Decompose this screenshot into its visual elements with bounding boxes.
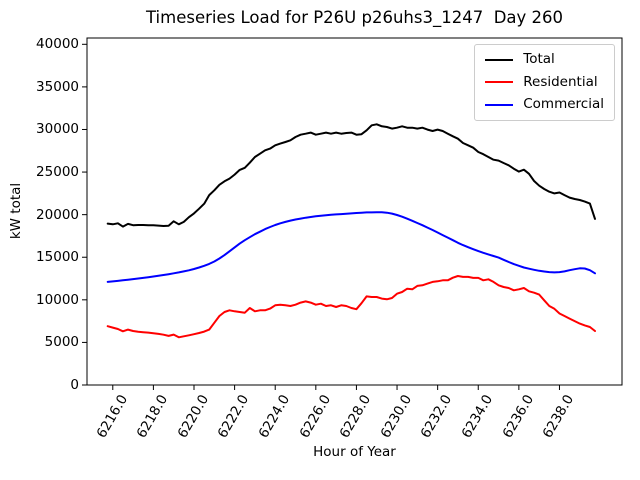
legend-entry-total: Total (485, 51, 604, 68)
residential-line-swatch (485, 81, 514, 84)
total-line-swatch (485, 58, 514, 61)
series-line-commercial (106, 211, 596, 283)
plot-border (86, 37, 623, 386)
legend-label-residential: Residential (523, 73, 598, 90)
legend-label-commercial: Commercial (523, 96, 604, 113)
legend-entry-commercial: Commercial (485, 97, 604, 113)
chart-title: Timeseries Load for P26U p26uhs3_1247 Da… (145, 8, 564, 27)
legend-entry-residential: Residential (485, 73, 604, 91)
legend: Total Residential Commercial (474, 44, 615, 121)
legend-label-total: Total (523, 51, 555, 67)
series-line-total (106, 123, 596, 228)
x-axis-label: Hour of Year (313, 444, 396, 460)
series-line-residential (106, 275, 596, 339)
y-axis-label: kW total (8, 182, 24, 240)
commercial-line-swatch (485, 103, 514, 106)
